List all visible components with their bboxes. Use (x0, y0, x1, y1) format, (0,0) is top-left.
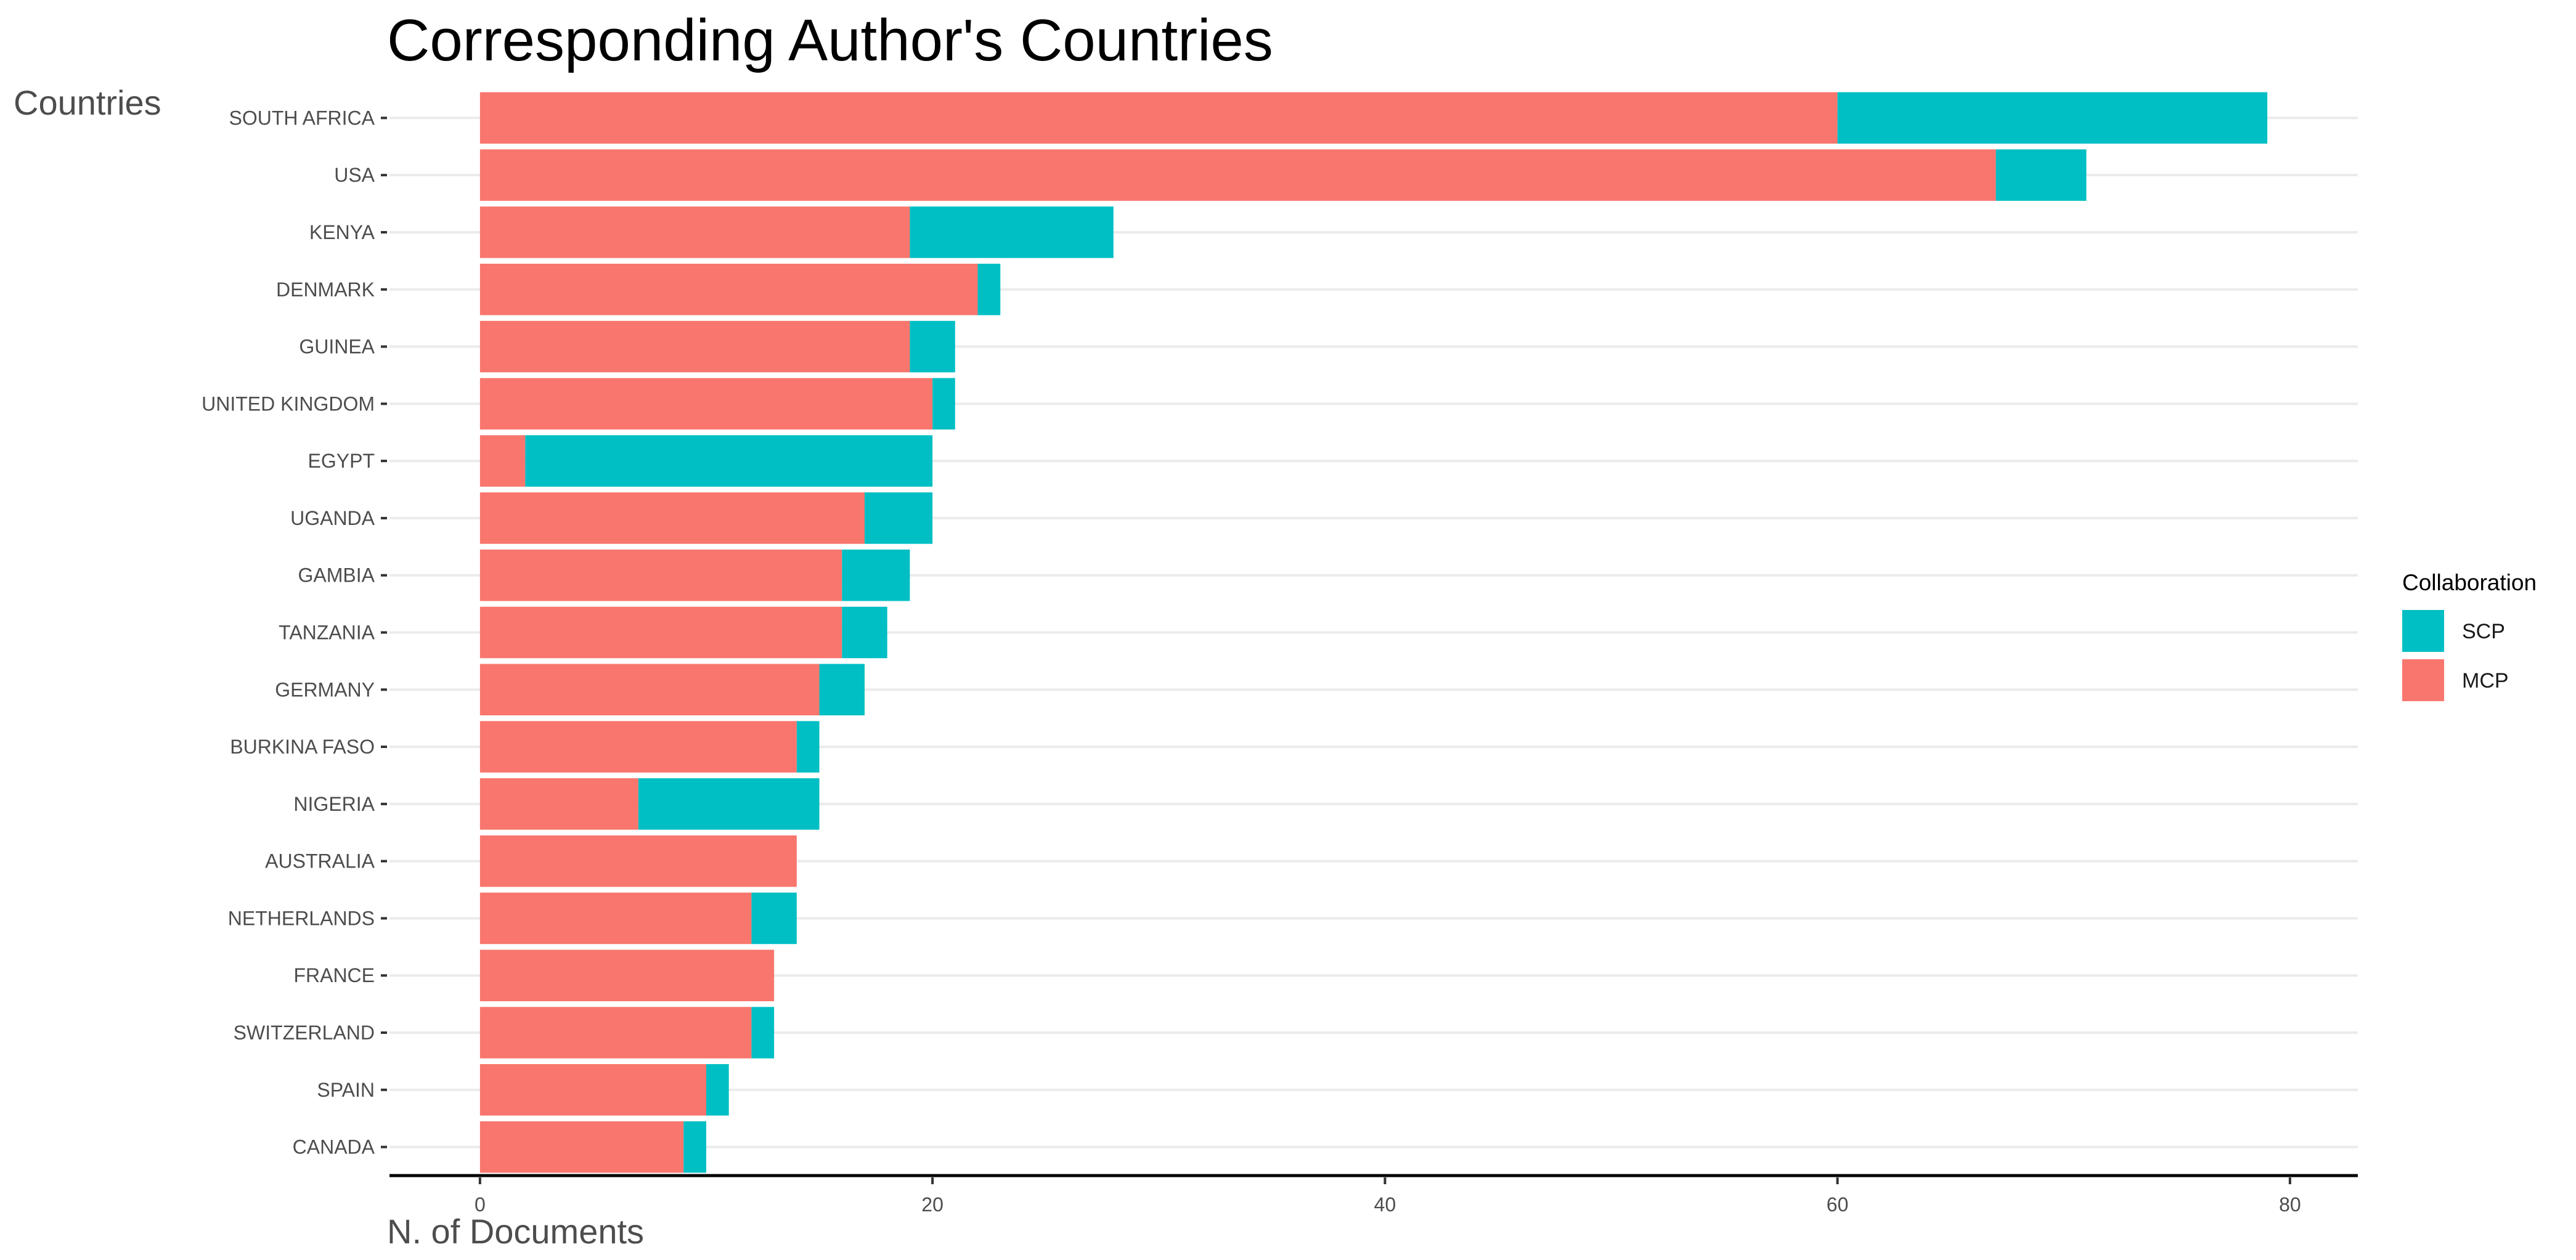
bar-scp (842, 606, 887, 659)
legend-label-scp: SCP (2462, 620, 2505, 643)
y-tick-label: KENYA (309, 221, 375, 243)
y-tick-label: DENMARK (276, 278, 375, 301)
axis-layer: SOUTH AFRICA USA KENYA DENMARK GUINEA UNITED … (202, 107, 2358, 1216)
x-tick-label: 40 (1374, 1193, 1396, 1216)
y-tick-label: GAMBIA (298, 564, 375, 587)
bar-scp (525, 435, 933, 487)
bar-scp (910, 206, 1114, 258)
bar-scp (1837, 92, 2268, 144)
y-tick-label: NETHERLANDS (228, 907, 375, 929)
bar-mcp (479, 949, 775, 1001)
y-tick-label: SPAIN (317, 1079, 375, 1101)
bar-mcp (479, 378, 933, 430)
bar-mcp (479, 1121, 684, 1173)
legend: Collaboration SCP MCP (2402, 570, 2537, 701)
y-axis-title: Countries (14, 83, 161, 122)
y-tick-label: NIGERIA (293, 793, 375, 815)
chart-title: Corresponding Author's Countries (387, 7, 1273, 73)
bar-mcp (479, 1064, 706, 1116)
bar-mcp (479, 892, 752, 945)
bar-mcp (479, 664, 820, 716)
bar-scp (796, 721, 820, 773)
bar-mcp (479, 92, 1838, 144)
x-tick-label: 60 (1827, 1193, 1849, 1216)
legend-swatch-mcp (2402, 659, 2444, 701)
y-tick-label: EGYPT (308, 450, 375, 472)
bar-mcp (479, 606, 842, 659)
y-tick-label: BURKINA FASO (230, 736, 375, 758)
bar-mcp (479, 264, 978, 315)
y-tick-label: SWITZERLAND (234, 1022, 375, 1044)
y-tick-label: CANADA (293, 1136, 375, 1158)
y-tick-label: USA (334, 164, 375, 186)
bar-mcp (479, 492, 865, 544)
bar-scp (932, 378, 955, 430)
bar-scp (706, 1064, 729, 1116)
bar-mcp (479, 549, 842, 601)
legend-swatch-scp (2402, 610, 2444, 652)
y-tick-label: GERMANY (275, 678, 375, 701)
x-axis-title: N. of Documents (387, 1212, 644, 1251)
bar-mcp (479, 835, 797, 887)
y-tick-label: SOUTH AFRICA (229, 107, 375, 129)
bar-scp (864, 492, 933, 544)
bar-scp (819, 664, 865, 716)
bar-mcp (479, 778, 638, 830)
bar-scp (842, 549, 910, 601)
legend-label-mcp: MCP (2462, 669, 2509, 693)
bar-scp (1995, 149, 2087, 201)
bar-scp (751, 1007, 775, 1059)
y-tick-label: AUSTRALIA (265, 850, 375, 872)
bar-scp (751, 892, 797, 945)
legend-title: Collaboration (2402, 570, 2537, 595)
bar-scp (683, 1121, 706, 1173)
bar-scp (638, 778, 820, 830)
y-tick-label: GUINEA (299, 336, 375, 358)
bar-mcp (479, 149, 1996, 201)
x-tick-label: 0 (475, 1193, 486, 1216)
y-tick-label: FRANCE (293, 964, 375, 986)
y-tick-label: TANZANIA (279, 622, 375, 644)
bar-mcp (479, 435, 526, 487)
bars-layer (479, 92, 2268, 1173)
bar-mcp (479, 1007, 752, 1059)
x-tick-label: 20 (921, 1193, 944, 1216)
y-tick-label: UNITED KINGDOM (202, 392, 375, 415)
bar-scp (910, 320, 955, 373)
bar-scp (977, 264, 1001, 315)
x-tick-label: 80 (2279, 1193, 2301, 1216)
bar-mcp (479, 320, 910, 373)
bar-mcp (479, 721, 797, 773)
bar-mcp (479, 206, 910, 258)
y-tick-label: UGANDA (290, 507, 375, 529)
